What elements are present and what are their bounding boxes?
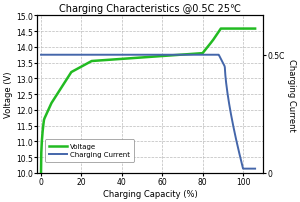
Charging Current — [241, 168, 245, 170]
Line: Charging Current: Charging Current — [41, 56, 255, 169]
Voltage — [52, 98, 56, 101]
Voltage — [219, 28, 223, 31]
Line: Voltage: Voltage — [41, 29, 255, 173]
Voltage — [176, 55, 179, 57]
X-axis label: Charging Capacity (%): Charging Capacity (%) — [103, 189, 197, 198]
Charging Current — [202, 54, 205, 57]
Title: Charging Characteristics @0.5C 25℃: Charging Characteristics @0.5C 25℃ — [59, 4, 241, 14]
Voltage — [164, 55, 167, 58]
Charging Current — [253, 168, 257, 170]
Voltage — [39, 172, 43, 174]
Legend: Voltage, Charging Current: Voltage, Charging Current — [45, 139, 134, 162]
Charging Current — [52, 54, 56, 57]
Voltage — [224, 28, 227, 31]
Y-axis label: Charging Current: Charging Current — [287, 58, 296, 131]
Y-axis label: Voltage (V): Voltage (V) — [4, 72, 13, 118]
Voltage — [169, 55, 173, 57]
Charging Current — [176, 54, 179, 57]
Charging Current — [169, 54, 173, 57]
Charging Current — [39, 54, 43, 57]
Charging Current — [224, 75, 227, 77]
Voltage — [202, 52, 205, 54]
Charging Current — [164, 54, 167, 57]
Voltage — [253, 28, 257, 31]
